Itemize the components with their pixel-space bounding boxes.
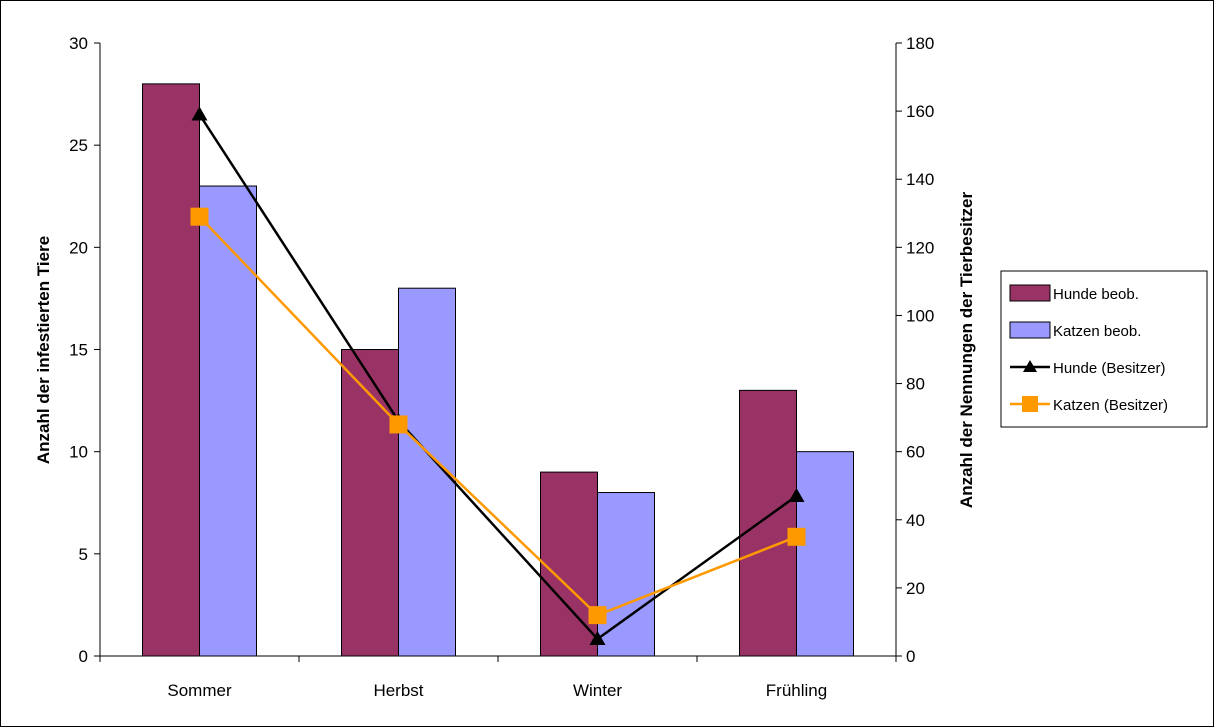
marker-triangle bbox=[191, 106, 208, 121]
y-tick-label-right: 0 bbox=[906, 647, 915, 666]
legend-label: Hunde beob. bbox=[1053, 286, 1139, 303]
x-tick-label: Winter bbox=[573, 681, 622, 700]
y-axis-title-right: Anzahl der Nennungen der Tierbesitzer bbox=[957, 192, 976, 509]
y-tick-label-left: 0 bbox=[79, 647, 88, 666]
legend-swatch bbox=[1009, 321, 1051, 339]
x-tick-label: Sommer bbox=[167, 681, 232, 700]
bar-katzen-beob- bbox=[199, 185, 257, 657]
x-tick-label: Herbst bbox=[373, 681, 423, 700]
bar-hunde-beob- bbox=[739, 389, 797, 657]
marker-triangle bbox=[788, 487, 805, 502]
bar-hunde-beob- bbox=[142, 83, 200, 657]
y-tick-label-right: 60 bbox=[906, 443, 925, 462]
y-tick-label-left: 10 bbox=[69, 443, 88, 462]
y-tick-label-right: 80 bbox=[906, 375, 925, 394]
y-tick-label-left: 30 bbox=[69, 34, 88, 53]
y-tick-label-right: 20 bbox=[906, 579, 925, 598]
y-tick-label-right: 140 bbox=[906, 170, 934, 189]
legend-label: Hunde (Besitzer) bbox=[1053, 360, 1166, 377]
line-katzen-besitzer- bbox=[198, 215, 797, 617]
line-hunde-besitzer- bbox=[198, 113, 798, 641]
y-tick-label-right: 180 bbox=[906, 34, 934, 53]
y-tick-label-left: 5 bbox=[79, 545, 88, 564]
y-tick-label-left: 15 bbox=[69, 341, 88, 360]
bar-katzen-beob- bbox=[597, 492, 655, 657]
marker-square bbox=[190, 207, 209, 226]
y-tick-label-right: 160 bbox=[906, 102, 934, 121]
legend-marker-triangle bbox=[1023, 360, 1037, 372]
legend-swatch bbox=[1009, 284, 1051, 302]
marker-square bbox=[389, 415, 408, 434]
bar-hunde-beob- bbox=[341, 349, 399, 657]
y-axis-title-left: Anzahl der infestierten Tiere bbox=[34, 236, 53, 464]
y-tick-label-right: 100 bbox=[906, 306, 934, 325]
marker-square bbox=[588, 606, 607, 625]
y-tick-label-left: 20 bbox=[69, 238, 88, 257]
y-tick-label-right: 40 bbox=[906, 511, 925, 530]
marker-square bbox=[787, 527, 806, 546]
y-tick-label-right: 120 bbox=[906, 238, 934, 257]
legend-label: Katzen (Besitzer) bbox=[1053, 397, 1168, 414]
legend-marker-square bbox=[1022, 396, 1038, 412]
marker-triangle bbox=[589, 630, 606, 645]
y-tick-label-left: 25 bbox=[69, 136, 88, 155]
bar-katzen-beob- bbox=[796, 451, 854, 657]
x-tick-label: Frühling bbox=[766, 681, 827, 700]
legend-label: Katzen beob. bbox=[1053, 323, 1141, 340]
bar-hunde-beob- bbox=[540, 471, 598, 657]
